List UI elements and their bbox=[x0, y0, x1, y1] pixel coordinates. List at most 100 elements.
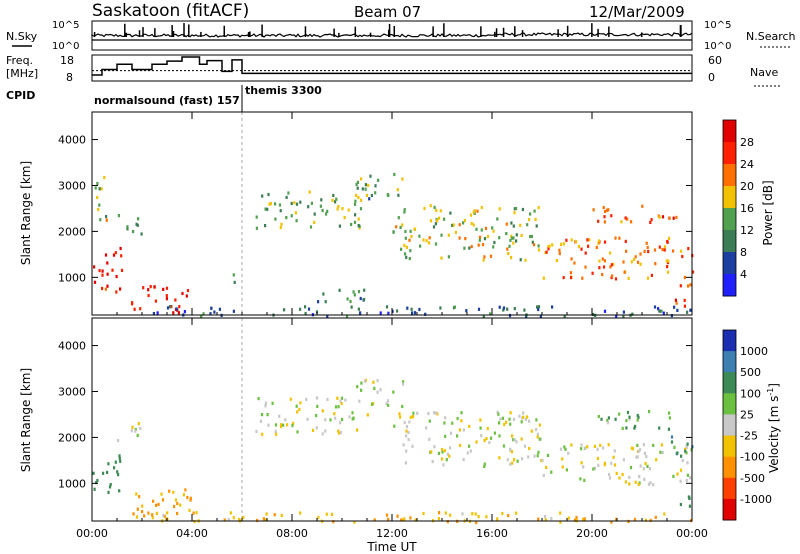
cpid-panel: CPID normalsound (fast) 157 themis 3300 bbox=[6, 84, 322, 112]
range-cell bbox=[140, 232, 143, 236]
range-cell bbox=[422, 511, 425, 516]
range-cell bbox=[509, 462, 512, 466]
range-cell bbox=[419, 244, 422, 248]
range-cell bbox=[506, 307, 509, 311]
range-cell bbox=[645, 455, 648, 459]
range-cell bbox=[686, 442, 689, 446]
range-cell bbox=[648, 467, 651, 471]
range-cell bbox=[498, 236, 501, 240]
range-cell bbox=[151, 513, 154, 517]
range-cell bbox=[134, 427, 137, 432]
range-cell bbox=[403, 517, 406, 521]
colorbar-tick: 100 bbox=[740, 387, 761, 400]
range-cell bbox=[157, 502, 160, 506]
range-cell bbox=[681, 458, 684, 463]
range-cell bbox=[489, 312, 492, 316]
range-cell bbox=[428, 437, 431, 441]
range-cell bbox=[172, 311, 175, 315]
range-cell bbox=[345, 314, 349, 318]
range-cell bbox=[402, 380, 405, 384]
range-cell bbox=[337, 405, 340, 409]
range-cell bbox=[396, 309, 399, 313]
range-cell bbox=[631, 447, 635, 451]
range-cell bbox=[134, 429, 137, 433]
range-cell bbox=[683, 298, 686, 302]
range-cell bbox=[626, 410, 630, 415]
range-cell bbox=[534, 217, 537, 221]
range-cell bbox=[433, 205, 436, 209]
range-cell bbox=[537, 305, 541, 309]
range-cell bbox=[456, 434, 459, 438]
range-cell bbox=[317, 515, 320, 520]
range-cell bbox=[672, 216, 675, 220]
range-cell bbox=[675, 301, 678, 305]
colorbar-swatch bbox=[723, 351, 736, 373]
range-cell bbox=[168, 489, 171, 493]
range-cell bbox=[264, 207, 267, 211]
power-colorbar-label: Power [dB] bbox=[761, 180, 775, 245]
range-cell bbox=[444, 511, 447, 515]
range-cell bbox=[630, 260, 633, 264]
range-cell bbox=[313, 220, 316, 224]
range-cell bbox=[622, 458, 625, 462]
range-cell bbox=[155, 503, 158, 507]
range-cell bbox=[519, 223, 522, 227]
range-cell bbox=[106, 261, 109, 265]
range-cell bbox=[509, 238, 512, 242]
range-cell bbox=[434, 242, 438, 246]
range-cell bbox=[606, 208, 609, 212]
range-cell bbox=[509, 447, 512, 451]
cpid-program-1: normalsound (fast) 157 bbox=[94, 94, 240, 107]
range-cell bbox=[255, 215, 258, 219]
range-cell bbox=[105, 215, 108, 219]
range-cell bbox=[324, 429, 327, 433]
range-cell bbox=[688, 504, 691, 508]
range-cell bbox=[506, 458, 509, 462]
range-cell bbox=[433, 445, 436, 449]
range-cell bbox=[496, 217, 499, 221]
range-cell bbox=[683, 304, 686, 308]
range-cell bbox=[586, 238, 589, 242]
range-cell bbox=[479, 418, 482, 422]
range-cell bbox=[498, 207, 501, 211]
range-cell bbox=[519, 258, 522, 262]
range-cell bbox=[408, 257, 411, 261]
range-cell bbox=[428, 236, 431, 240]
range-cell bbox=[597, 463, 600, 467]
range-cell bbox=[615, 471, 618, 475]
range-cell bbox=[580, 247, 583, 251]
colorbar-tick: 8 bbox=[740, 246, 747, 259]
range-cell bbox=[470, 221, 473, 225]
colorbar-tick: 20 bbox=[740, 180, 754, 193]
noise-right-label: N.Search bbox=[746, 30, 796, 43]
range-cell bbox=[570, 276, 573, 280]
range-cell bbox=[646, 276, 650, 280]
range-cell bbox=[404, 229, 407, 234]
range-cell bbox=[624, 480, 627, 484]
range-cell bbox=[444, 416, 447, 420]
range-cell bbox=[335, 197, 338, 201]
range-cell bbox=[521, 207, 524, 212]
range-cell bbox=[687, 247, 690, 251]
colorbar-tick: -500 bbox=[740, 472, 765, 485]
colorbar-swatch bbox=[723, 372, 736, 394]
range-cell bbox=[189, 498, 192, 502]
y-tick-label: 2000 bbox=[58, 431, 86, 444]
range-cell bbox=[404, 236, 407, 240]
cpid-label: CPID bbox=[6, 89, 35, 102]
range-cell bbox=[257, 397, 260, 401]
range-cell bbox=[497, 412, 500, 416]
range-cell bbox=[108, 485, 112, 489]
range-cell bbox=[618, 412, 621, 416]
range-cell bbox=[622, 314, 625, 318]
range-cell bbox=[538, 423, 541, 427]
colorbar-frame bbox=[722, 119, 737, 297]
range-cell bbox=[460, 419, 463, 423]
range-cell bbox=[101, 286, 104, 291]
range-cell bbox=[189, 496, 192, 500]
range-cell bbox=[242, 515, 245, 520]
range-cell bbox=[147, 511, 150, 515]
range-cell bbox=[387, 403, 390, 407]
range-cell bbox=[410, 307, 413, 311]
range-cell bbox=[636, 455, 639, 459]
